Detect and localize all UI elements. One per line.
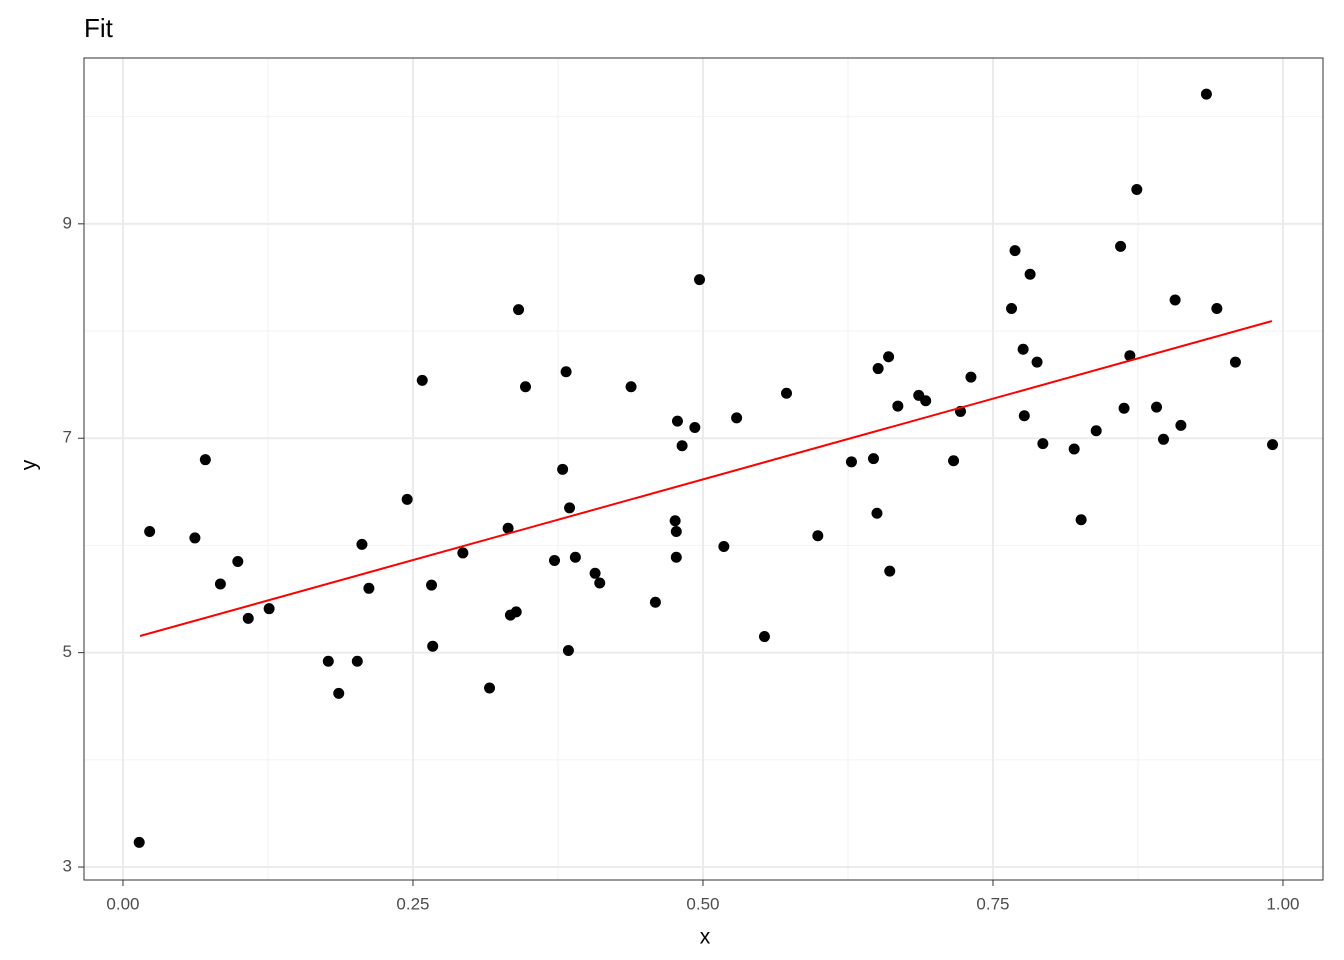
point (416, 374, 428, 386)
point (1009, 245, 1021, 257)
y-tick-label: 5 (63, 642, 72, 661)
point (1124, 350, 1136, 362)
panel-border (83, 57, 1324, 881)
point (322, 655, 334, 667)
point (502, 522, 514, 534)
point (670, 525, 682, 537)
x-axis-label: x (700, 926, 711, 949)
point (519, 381, 531, 393)
point (457, 547, 469, 559)
point (232, 556, 244, 568)
point (363, 582, 375, 594)
point (1118, 402, 1130, 414)
y-tick-label: 7 (63, 428, 72, 447)
point (189, 532, 201, 544)
point (144, 525, 156, 537)
point (1037, 438, 1049, 450)
point (948, 455, 960, 467)
point (594, 577, 606, 589)
point (872, 363, 884, 375)
point (199, 454, 211, 466)
point (351, 655, 363, 667)
point (356, 538, 368, 550)
point (333, 687, 345, 699)
x-tick-label: 0.00 (106, 894, 139, 913)
point (427, 640, 439, 652)
point (780, 387, 792, 399)
point (510, 606, 522, 618)
point (920, 395, 932, 407)
point (548, 554, 560, 566)
point (589, 567, 601, 579)
point (1068, 443, 1080, 455)
point (242, 612, 254, 624)
x-tick-label: 1.00 (1266, 894, 1299, 913)
point (1006, 303, 1018, 315)
point (1017, 343, 1029, 355)
x-tick-label: 0.75 (976, 894, 1009, 913)
point (731, 412, 743, 424)
chart-title: Fit (84, 13, 114, 43)
y-axis-label: y (18, 459, 41, 470)
point (1090, 425, 1102, 437)
point (758, 631, 770, 643)
point (214, 578, 226, 590)
point (1157, 433, 1169, 445)
point (812, 530, 824, 542)
point (669, 515, 681, 527)
point (484, 682, 496, 694)
point (1075, 514, 1087, 526)
point (1169, 294, 1181, 306)
point (1229, 356, 1241, 368)
point (676, 440, 688, 452)
point (689, 422, 701, 434)
point (892, 400, 904, 412)
y-tick-label: 3 (63, 857, 72, 876)
point (557, 463, 569, 475)
y-tick-label: 9 (63, 213, 72, 232)
point (671, 415, 683, 427)
point (867, 453, 879, 465)
point (133, 836, 145, 848)
point (845, 456, 857, 468)
point (965, 371, 977, 383)
point (649, 596, 661, 608)
point (564, 502, 576, 514)
x-tick-label: 0.25 (396, 894, 429, 913)
point (1211, 303, 1223, 315)
point (1018, 410, 1030, 422)
point (1115, 240, 1127, 252)
point (670, 551, 682, 563)
point (569, 551, 581, 563)
point (1200, 88, 1212, 100)
point (1024, 268, 1036, 280)
point (884, 565, 896, 577)
point (513, 304, 525, 316)
point (693, 274, 705, 286)
x-tick-label: 0.50 (686, 894, 719, 913)
point (1151, 401, 1163, 413)
point (1175, 419, 1187, 431)
point (883, 351, 895, 363)
point (1031, 356, 1043, 368)
point (625, 381, 637, 393)
point (871, 507, 883, 519)
point (263, 603, 275, 615)
point (560, 366, 572, 378)
point (426, 579, 438, 591)
point (401, 493, 413, 505)
fit-line (139, 320, 1273, 637)
point (1267, 439, 1279, 451)
point (1131, 184, 1143, 196)
point (562, 644, 574, 656)
point (718, 541, 730, 553)
